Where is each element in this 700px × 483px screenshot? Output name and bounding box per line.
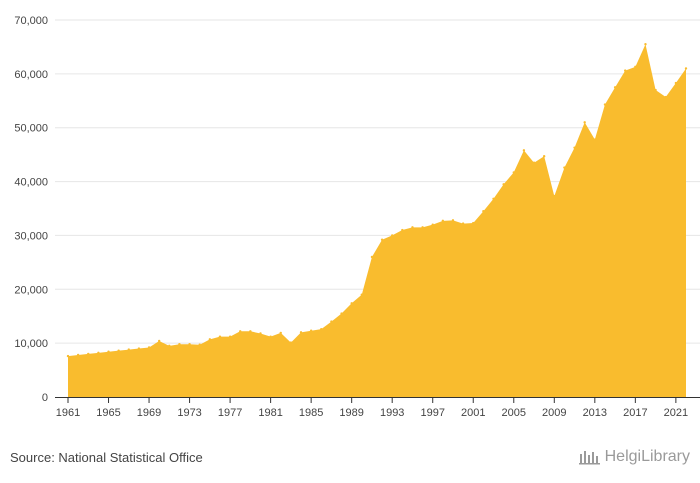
data-point-2017 (634, 65, 637, 69)
data-point-1962 (76, 353, 80, 357)
data-point-1978 (239, 330, 242, 333)
y-tick-label: 50,000 (14, 123, 48, 135)
data-point-1970 (157, 339, 161, 343)
data-point-2015 (613, 86, 617, 89)
data-point-2001 (472, 221, 475, 225)
data-point-1966 (117, 349, 120, 352)
data-point-2000 (461, 222, 465, 225)
x-tick-label: 1973 (177, 407, 201, 419)
x-tick-label: 1977 (218, 407, 242, 419)
data-point-1995 (411, 226, 414, 229)
x-tick-label: 1965 (96, 407, 120, 419)
data-point-1993 (390, 234, 394, 237)
x-tick-label: 2017 (623, 407, 647, 419)
x-axis-tick-labels: 1961 1965 1969 1973 1977 1981 1985 1989 1993 1997… (56, 407, 688, 419)
data-point-1968 (137, 347, 141, 350)
y-tick-label: 70,000 (14, 15, 48, 27)
data-point-1965 (107, 350, 110, 353)
data-point-1971 (168, 344, 171, 348)
data-point-1992 (380, 238, 384, 241)
x-tick-label: 1981 (258, 407, 282, 419)
data-point-1977 (228, 335, 232, 338)
data-point-1981 (269, 335, 272, 338)
data-point-1984 (299, 331, 303, 334)
y-tick-label: 10,000 (14, 338, 48, 350)
data-point-1991 (370, 255, 374, 259)
data-point-1976 (218, 335, 222, 338)
data-point-2007 (532, 161, 536, 164)
area-series (66, 43, 688, 398)
x-tick-label: 2021 (664, 407, 688, 419)
data-point-1980 (259, 332, 262, 335)
gridlines (55, 19, 700, 344)
x-tick-label: 1985 (299, 407, 323, 419)
source-note: Source: National Statistical Office (10, 450, 203, 465)
data-point-1973 (188, 343, 191, 346)
data-point-1967 (127, 348, 130, 351)
data-point-1979 (249, 330, 252, 333)
data-point-2005 (512, 171, 515, 174)
data-point-1975 (208, 338, 212, 341)
data-point-1983 (289, 341, 293, 344)
data-point-1987 (330, 320, 333, 323)
area-chart: 0 10,000 20,000 30,000 40,000 50,000 60,000 70,… (14, 15, 700, 419)
data-point-1985 (309, 329, 313, 332)
x-tick-label: 1961 (56, 407, 80, 419)
x-tick-label: 1997 (420, 407, 444, 419)
data-point-2004 (502, 183, 505, 186)
helgi-library-logo[interactable]: HelgiLibrary (578, 448, 690, 466)
y-axis-tick-labels: 0 10,000 20,000 30,000 40,000 50,000 60,000 70,… (14, 15, 48, 404)
y-tick-label: 40,000 (14, 177, 48, 189)
data-point-1974 (198, 343, 201, 346)
data-point-2006 (522, 149, 526, 152)
x-tick-label: 1993 (380, 407, 404, 419)
x-tick-label: 2005 (502, 407, 526, 419)
data-point-2012 (583, 121, 586, 124)
data-point-2020 (664, 95, 667, 99)
data-point-1982 (279, 331, 282, 335)
data-point-2019 (654, 88, 657, 92)
data-point-1988 (340, 312, 343, 315)
x-tick-label: 2001 (461, 407, 485, 419)
y-tick-label: 20,000 (14, 284, 48, 296)
x-tick-label: 1969 (137, 407, 161, 419)
data-point-2018 (644, 43, 647, 46)
x-tick-label: 1989 (339, 407, 363, 419)
data-point-1961 (66, 354, 70, 358)
data-point-2016 (624, 69, 627, 72)
y-tick-label: 0 (42, 392, 48, 404)
data-point-2003 (492, 197, 495, 201)
data-point-2010 (563, 166, 566, 169)
x-axis (55, 397, 700, 403)
data-point-2011 (573, 146, 576, 149)
data-point-1990 (360, 293, 364, 296)
data-point-2022 (684, 67, 688, 70)
y-tick-label: 60,000 (14, 69, 48, 81)
data-point-2021 (674, 81, 678, 85)
data-point-1972 (178, 343, 181, 346)
data-point-1996 (421, 226, 424, 229)
data-point-2002 (482, 209, 485, 213)
data-point-1994 (401, 228, 404, 232)
data-point-1963 (87, 352, 90, 356)
x-tick-label: 2013 (583, 407, 607, 419)
x-tick-label: 2009 (542, 407, 566, 419)
data-point-1989 (350, 302, 353, 305)
y-tick-label: 30,000 (14, 230, 48, 242)
data-point-1969 (147, 346, 151, 349)
data-point-2014 (603, 103, 607, 106)
data-point-1986 (320, 327, 323, 331)
data-point-2009 (553, 194, 556, 198)
data-point-1964 (97, 351, 100, 355)
data-point-2013 (593, 138, 597, 141)
data-point-1999 (451, 219, 455, 222)
area-fill (68, 44, 686, 398)
data-point-1997 (431, 223, 434, 226)
helgi-library-logo-icon (578, 451, 600, 465)
data-point-2008 (542, 155, 546, 158)
helgi-library-logo-text: HelgiLibrary (604, 448, 690, 465)
data-point-1998 (441, 219, 445, 223)
